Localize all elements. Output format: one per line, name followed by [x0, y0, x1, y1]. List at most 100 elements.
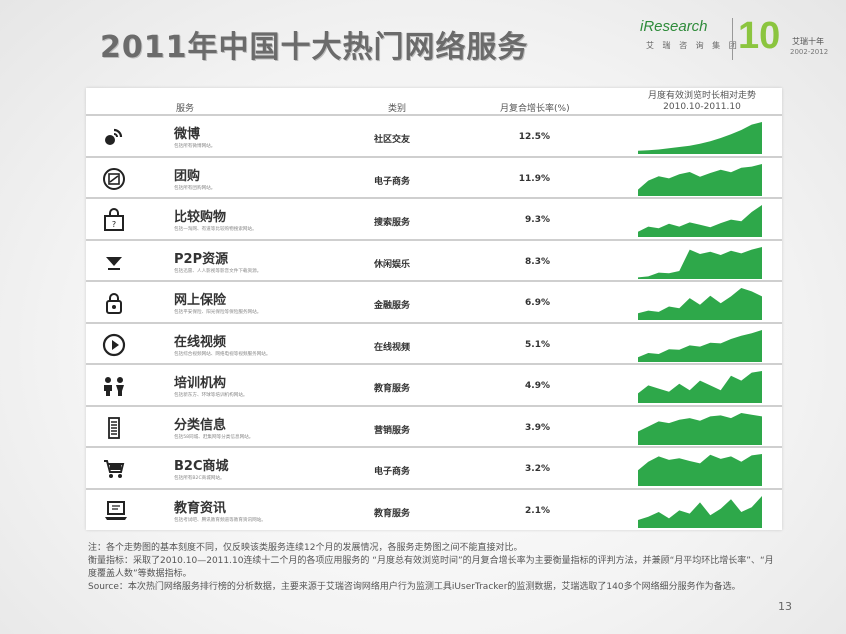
footnotes: 注：各个走势图的基本刻度不同，仅反映该类服务连续12个月的发展情况，各服务走势图… — [88, 542, 778, 594]
service-category: 营销服务 — [374, 425, 411, 436]
table-header: 服务 类别 月复合增长率(%) 月度有效浏览时长相对走势 2010.10-201… — [86, 88, 782, 118]
people-icon — [102, 374, 126, 398]
service-desc: 包括新东方、环球等培训机构网站。 — [174, 393, 248, 398]
trend-area — [638, 495, 762, 528]
service-desc: 包括一淘网、有道等比较购物搜索网站。 — [174, 227, 257, 232]
note-metric: 衡量指标：采取了2010.10—2011.10连续十二个月的各项应用服务的 “月… — [88, 556, 774, 579]
table-row: 团购 包括所有团购网站。 电子商务 11.9% — [86, 155, 782, 199]
logo-brand: iResearch — [640, 18, 708, 35]
weibo-icon — [102, 125, 126, 149]
service-desc: 包括综合视频网站、网络电视等视频服务网站。 — [174, 351, 271, 357]
table-row: B2C商城包括所有B2C商城网站。 电子商务 3.2% — [86, 446, 782, 489]
growth-rate: 9.3% — [525, 215, 550, 225]
service-desc: 包括所有B2C商城网站。 — [174, 476, 225, 481]
service-category: 电子商务 — [374, 176, 411, 187]
play-icon — [102, 333, 126, 357]
svg-text:?: ? — [112, 220, 116, 229]
trend-area — [638, 122, 762, 154]
service-name: 微博 — [174, 127, 201, 142]
service-name: 团购 — [174, 168, 201, 184]
trend-sparkline — [638, 246, 762, 279]
growth-rate: 12.5% — [518, 132, 550, 142]
table-row: ? 比较购物包括一淘网、有道等比较购物搜索网站。 搜索服务 9.3% — [86, 197, 782, 240]
logo-divider — [732, 18, 733, 60]
trend-area — [638, 371, 762, 403]
ranking-table: 服务 类别 月复合增长率(%) 月度有效浏览时长相对走势 2010.10-201… — [86, 88, 782, 530]
trend-sparkline — [638, 205, 762, 237]
service-name: P2P资源 — [174, 251, 229, 267]
trend-sparkline — [638, 454, 762, 486]
p2p-download-icon — [102, 250, 126, 274]
trend-sparkline — [638, 412, 762, 445]
page-number: 13 — [778, 600, 792, 613]
service-category: 搜索服务 — [374, 218, 411, 228]
service-name: 培训机构 — [174, 376, 227, 391]
trend-sparkline — [638, 122, 762, 154]
table-row: 培训机构包括新东方、环球等培训机构网站。 教育服务 4.9% — [86, 363, 782, 406]
trend-area — [638, 288, 762, 320]
service-name: 教育资讯 — [174, 500, 227, 516]
iresearch-logo: iResearch 艾 瑞 咨 询 集 团 10 艾瑞十年 2002-2012 — [640, 14, 840, 66]
growth-rate: 6.9% — [525, 298, 550, 308]
logo-brand-cn: 艾 瑞 咨 询 集 团 — [646, 41, 740, 50]
tuangou-icon — [102, 167, 126, 191]
growth-rate: 8.3% — [525, 256, 550, 267]
laptop-icon — [102, 499, 127, 523]
table-row: 分类信息 包括58同城、赶集网等分类信息网站。 营销服务 3.9% — [86, 404, 782, 448]
table-row: 网上保险包括平安保险、阳光保险等保险服务网站。 金融服务 6.9% — [86, 280, 782, 323]
service-desc: 包括平安保险、阳光保险等保险服务网站。 — [174, 310, 262, 315]
table-row: P2P资源 包括迅雷、人人影视等影音文件下载资源。 休闲娱乐 8.3% — [86, 238, 782, 282]
service-category: 在线视频 — [374, 342, 411, 353]
service-name: 网上保险 — [174, 293, 227, 308]
service-category: 教育服务 — [374, 508, 411, 519]
header-trend: 月度有效浏览时长相对走势 2010.10-2011.10 — [638, 91, 766, 113]
service-category: 电子商务 — [374, 467, 411, 477]
table-row: 教育资讯 包括考试吧、腾讯教育频道等教育资讯网站。 教育服务 2.1% — [86, 487, 782, 531]
page-title: 2011年中国十大热门网络服务 — [100, 30, 529, 65]
growth-rate: 2.1% — [525, 505, 550, 516]
trend-area — [638, 246, 762, 279]
trend-area — [638, 412, 762, 445]
table-row: 微博包括所有微博网站。 社区交友 12.5% — [86, 114, 782, 157]
trend-area — [638, 205, 762, 237]
logo-anniversary-cn: 艾瑞十年 — [792, 37, 824, 46]
growth-rate: 11.9% — [518, 173, 550, 184]
cart-icon — [102, 457, 126, 481]
note-source: Source：本次热门网络服务排行榜的分析数据，主要来源于艾瑞咨询网络用户行为监… — [88, 582, 741, 592]
trend-sparkline — [638, 371, 762, 403]
service-desc: 包括所有微博网站。 — [174, 144, 216, 149]
service-desc: 包括所有团购网站。 — [174, 185, 216, 191]
growth-rate: 3.9% — [525, 422, 550, 433]
insurance-lock-icon — [102, 291, 126, 315]
logo-anniversary: 10 — [738, 15, 781, 57]
trend-area — [638, 329, 762, 362]
service-name: 在线视频 — [174, 334, 227, 350]
header-trend-line1: 月度有效浏览时长相对走势 — [647, 91, 756, 101]
trend-sparkline — [638, 288, 762, 320]
note-disclaimer: 注：各个走势图的基本刻度不同，仅反映该类服务连续12个月的发展情况，各服务走势图… — [88, 543, 523, 553]
growth-rate: 5.1% — [525, 339, 550, 350]
service-desc: 包括58同城、赶集网等分类信息网站。 — [174, 434, 254, 440]
service-name: 比较购物 — [174, 210, 227, 225]
logo-years: 2002-2012 — [790, 48, 829, 56]
table-row: 在线视频 包括综合视频网站、网络电视等视频服务网站。 在线视频 5.1% — [86, 321, 782, 365]
service-category: 教育服务 — [374, 384, 411, 394]
service-category: 休闲娱乐 — [374, 259, 411, 270]
service-name: B2C商城 — [174, 459, 229, 474]
service-category: 社区交友 — [374, 135, 411, 145]
trend-sparkline — [638, 495, 762, 528]
header-rate: 月复合增长率(%) — [500, 104, 570, 114]
shopping-bag-icon: ? — [102, 208, 126, 232]
service-category: 金融服务 — [374, 301, 411, 311]
trend-area — [638, 454, 762, 486]
header-category: 类别 — [388, 104, 407, 114]
growth-rate: 3.2% — [525, 464, 550, 474]
header-trend-line2: 2010.10-2011.10 — [663, 102, 741, 112]
growth-rate: 4.9% — [525, 381, 550, 391]
service-desc: 包括考试吧、腾讯教育频道等教育资讯网站。 — [174, 517, 266, 523]
service-desc: 包括迅雷、人人影视等影音文件下载资源。 — [174, 268, 262, 274]
header-service: 服务 — [176, 104, 195, 114]
trend-sparkline — [638, 163, 762, 196]
list-icon — [102, 416, 126, 440]
trend-sparkline — [638, 329, 762, 362]
